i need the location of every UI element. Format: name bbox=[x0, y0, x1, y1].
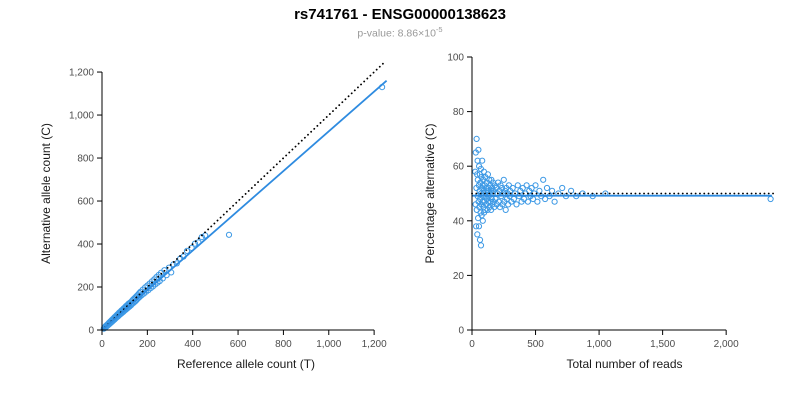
pvalue-text: p-value: 8.86×10 bbox=[357, 27, 436, 40]
data-point bbox=[559, 184, 566, 192]
y-tick-label: 60 bbox=[453, 162, 465, 173]
left-scatter-panel: 0 200 400 600 800 1,000 1,200 0 200 400 600 800 1,00… bbox=[39, 60, 388, 371]
x-tick-label: 0 bbox=[469, 339, 475, 350]
chart-title: rs741761 - ENSG00000138623 bbox=[294, 6, 506, 23]
data-point bbox=[536, 187, 543, 194]
x-tick-label: 1,200 bbox=[362, 339, 387, 350]
y-tick-label: 400 bbox=[77, 240, 94, 251]
x-tick-label: 500 bbox=[527, 339, 544, 350]
data-point bbox=[549, 187, 556, 194]
x-axis-title: Total number of reads bbox=[566, 357, 682, 371]
data-point bbox=[473, 135, 480, 143]
data-point bbox=[475, 223, 483, 230]
y-tick-label: 1,000 bbox=[69, 111, 94, 122]
y-tick-label: 1,200 bbox=[69, 68, 94, 79]
data-point bbox=[532, 182, 539, 189]
data-point bbox=[540, 176, 547, 183]
data-point bbox=[183, 247, 191, 254]
data-point bbox=[514, 182, 521, 189]
y-tick-label: 40 bbox=[453, 216, 465, 227]
data-point bbox=[551, 198, 558, 205]
chart-subtitle: p-value: 8.86×10-5 bbox=[0, 25, 800, 40]
data-point bbox=[479, 157, 486, 164]
data-point bbox=[161, 267, 168, 274]
regression-line bbox=[101, 79, 388, 331]
x-tick-label: 2,000 bbox=[714, 339, 739, 350]
identity-line bbox=[101, 60, 387, 331]
y-axis-title: Alternative allele count (C) bbox=[39, 123, 53, 264]
data-point bbox=[473, 223, 480, 230]
data-point bbox=[534, 198, 541, 205]
data-point bbox=[502, 206, 509, 213]
y-tick-label: 200 bbox=[77, 283, 94, 294]
data-point bbox=[513, 201, 520, 208]
pvalue-exponent: -5 bbox=[435, 25, 443, 34]
x-tick-label: 1,500 bbox=[650, 339, 675, 350]
x-tick-label: 1,000 bbox=[316, 339, 341, 350]
right-scatter-panel: 0 500 1,000 1,500 2,000 0 20 40 60 80 100 Total num… bbox=[423, 53, 778, 371]
x-tick-label: 0 bbox=[99, 339, 105, 350]
y-axis-title: Percentage alternative (C) bbox=[423, 123, 437, 263]
x-tick-label: 200 bbox=[139, 339, 156, 350]
data-point bbox=[225, 231, 233, 238]
data-point bbox=[523, 182, 530, 189]
data-point bbox=[474, 157, 481, 164]
x-tick-label: 400 bbox=[184, 339, 201, 350]
data-point bbox=[482, 206, 489, 213]
data-point bbox=[173, 260, 180, 267]
y-tick-label: 20 bbox=[453, 271, 465, 282]
y-tick-label: 800 bbox=[77, 154, 94, 165]
y-tick-label: 80 bbox=[453, 107, 465, 118]
data-point bbox=[543, 184, 551, 192]
y-tick-label: 600 bbox=[77, 197, 94, 208]
y-tick-label: 0 bbox=[88, 326, 94, 337]
data-point bbox=[475, 146, 482, 153]
x-tick-label: 800 bbox=[275, 339, 292, 350]
data-point bbox=[479, 217, 486, 224]
x-axis-title: Reference allele count (T) bbox=[177, 357, 315, 371]
data-point bbox=[767, 195, 774, 203]
data-point bbox=[477, 242, 485, 249]
y-tick-label: 0 bbox=[458, 326, 464, 337]
y-tick-label: 100 bbox=[447, 53, 464, 64]
data-point bbox=[524, 198, 532, 205]
data-point bbox=[500, 176, 507, 183]
x-tick-label: 600 bbox=[230, 339, 247, 350]
data-point bbox=[474, 231, 481, 238]
x-tick-label: 1,000 bbox=[587, 339, 612, 350]
data-point bbox=[509, 184, 516, 192]
data-point bbox=[476, 236, 484, 243]
